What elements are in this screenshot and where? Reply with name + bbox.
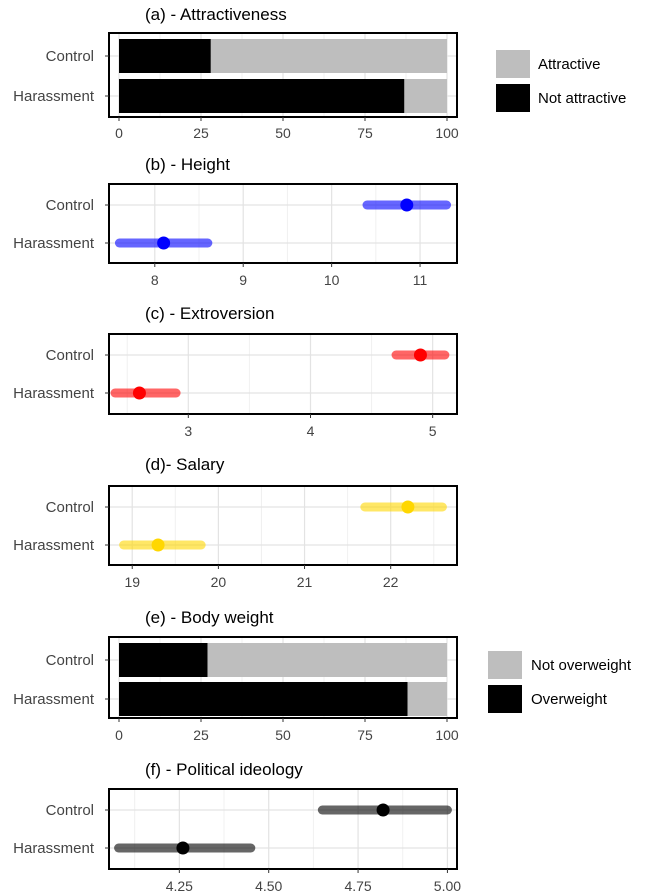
category-label: Harassment (13, 235, 95, 252)
panel-title: (c) - Extroversion (145, 304, 274, 323)
plot-background (109, 486, 457, 565)
point-harassment (157, 236, 171, 250)
x-tick-label: 20 (211, 574, 227, 590)
bar-control-not-attractive (119, 39, 211, 73)
x-tick-label: 4.50 (255, 878, 282, 894)
panel-title: (d)- Salary (145, 455, 225, 474)
bar-harassment-not-attractive (119, 79, 405, 113)
plot-background (109, 184, 457, 263)
panel-title: (a) - Attractiveness (145, 5, 287, 24)
point-harassment (151, 538, 165, 552)
x-tick-label: 9 (239, 272, 247, 288)
bar-harassment-not-overweight (407, 682, 447, 716)
point-control (400, 198, 414, 212)
x-tick-label: 25 (193, 727, 209, 743)
category-label: Control (46, 48, 94, 65)
x-tick-label: 5 (429, 423, 437, 439)
panel-3: (d)- Salary Control Harassment 19 20 21 22 (13, 455, 458, 590)
legend-label: Overweight (531, 691, 608, 708)
point-harassment (132, 386, 146, 400)
legend-swatch (488, 651, 522, 679)
category-label: Harassment (13, 840, 95, 857)
point-control (376, 803, 390, 817)
legend: Not overweight Overweight (488, 651, 632, 713)
category-label: Control (46, 652, 94, 669)
bar-control-overweight (119, 643, 208, 677)
plot-background (109, 334, 457, 414)
x-tick-label: 21 (297, 574, 313, 590)
x-tick-label: 8 (151, 272, 159, 288)
category-label: Control (46, 197, 94, 214)
x-tick-label: 4 (307, 423, 315, 439)
legend-label: Not overweight (531, 657, 632, 674)
panel-5: (f) - Political ideology Control Harassmen… (13, 760, 461, 894)
x-tick-label: 100 (435, 727, 459, 743)
bar-control-not-overweight (207, 643, 447, 677)
category-label: Control (46, 802, 94, 819)
x-tick-label: 19 (124, 574, 140, 590)
panel-2: (c) - Extroversion Control Harassment 3 4 5 (13, 304, 458, 439)
x-tick-label: 0 (115, 727, 123, 743)
x-tick-label: 5.00 (434, 878, 461, 894)
panel-title: (e) - Body weight (145, 608, 274, 627)
x-tick-label: 100 (435, 125, 459, 141)
legend-label: Attractive (538, 56, 601, 73)
x-tick-label: 4.25 (166, 878, 193, 894)
legend: Attractive Not attractive (496, 50, 626, 112)
point-control (401, 500, 415, 514)
x-tick-label: 75 (357, 125, 373, 141)
bar-harassment-overweight (119, 682, 408, 716)
legend-swatch (496, 84, 530, 112)
category-label: Harassment (13, 385, 95, 402)
plot-border (108, 788, 458, 870)
category-label: Control (46, 499, 94, 516)
x-tick-label: 11 (413, 272, 428, 288)
x-tick-label: 50 (275, 727, 291, 743)
plot-border (108, 485, 458, 566)
x-tick-label: 0 (115, 125, 123, 141)
plot-background (109, 789, 457, 869)
category-label: Control (46, 347, 94, 364)
panel-title: (f) - Political ideology (145, 760, 303, 779)
legend-swatch (488, 685, 522, 713)
x-tick-label: 75 (357, 727, 373, 743)
point-harassment (176, 841, 190, 855)
legend-swatch (496, 50, 530, 78)
category-label: Harassment (13, 88, 95, 105)
x-tick-label: 22 (383, 574, 399, 590)
x-tick-label: 25 (193, 125, 209, 141)
panel-title: (b) - Height (145, 155, 230, 174)
category-label: Harassment (13, 691, 95, 708)
bar-control-attractive (210, 39, 447, 73)
x-tick-label: 3 (184, 423, 192, 439)
x-tick-label: 4.75 (344, 878, 371, 894)
plot-border (108, 183, 458, 264)
panel-4: (e) - Body weight Control Harassment 0 25 50 7… (13, 608, 632, 743)
category-label: Harassment (13, 537, 95, 554)
x-tick-label: 50 (275, 125, 291, 141)
panel-0: (a) - Attractiveness Control Harassment 0 25… (13, 5, 626, 141)
legend-label: Not attractive (538, 90, 626, 107)
x-tick-label: 10 (324, 272, 340, 288)
panel-1: (b) - Height Control Harassment 8 9 10 11 (13, 155, 458, 288)
point-control (413, 348, 427, 362)
plot-border (108, 333, 458, 415)
bar-harassment-attractive (404, 79, 447, 113)
